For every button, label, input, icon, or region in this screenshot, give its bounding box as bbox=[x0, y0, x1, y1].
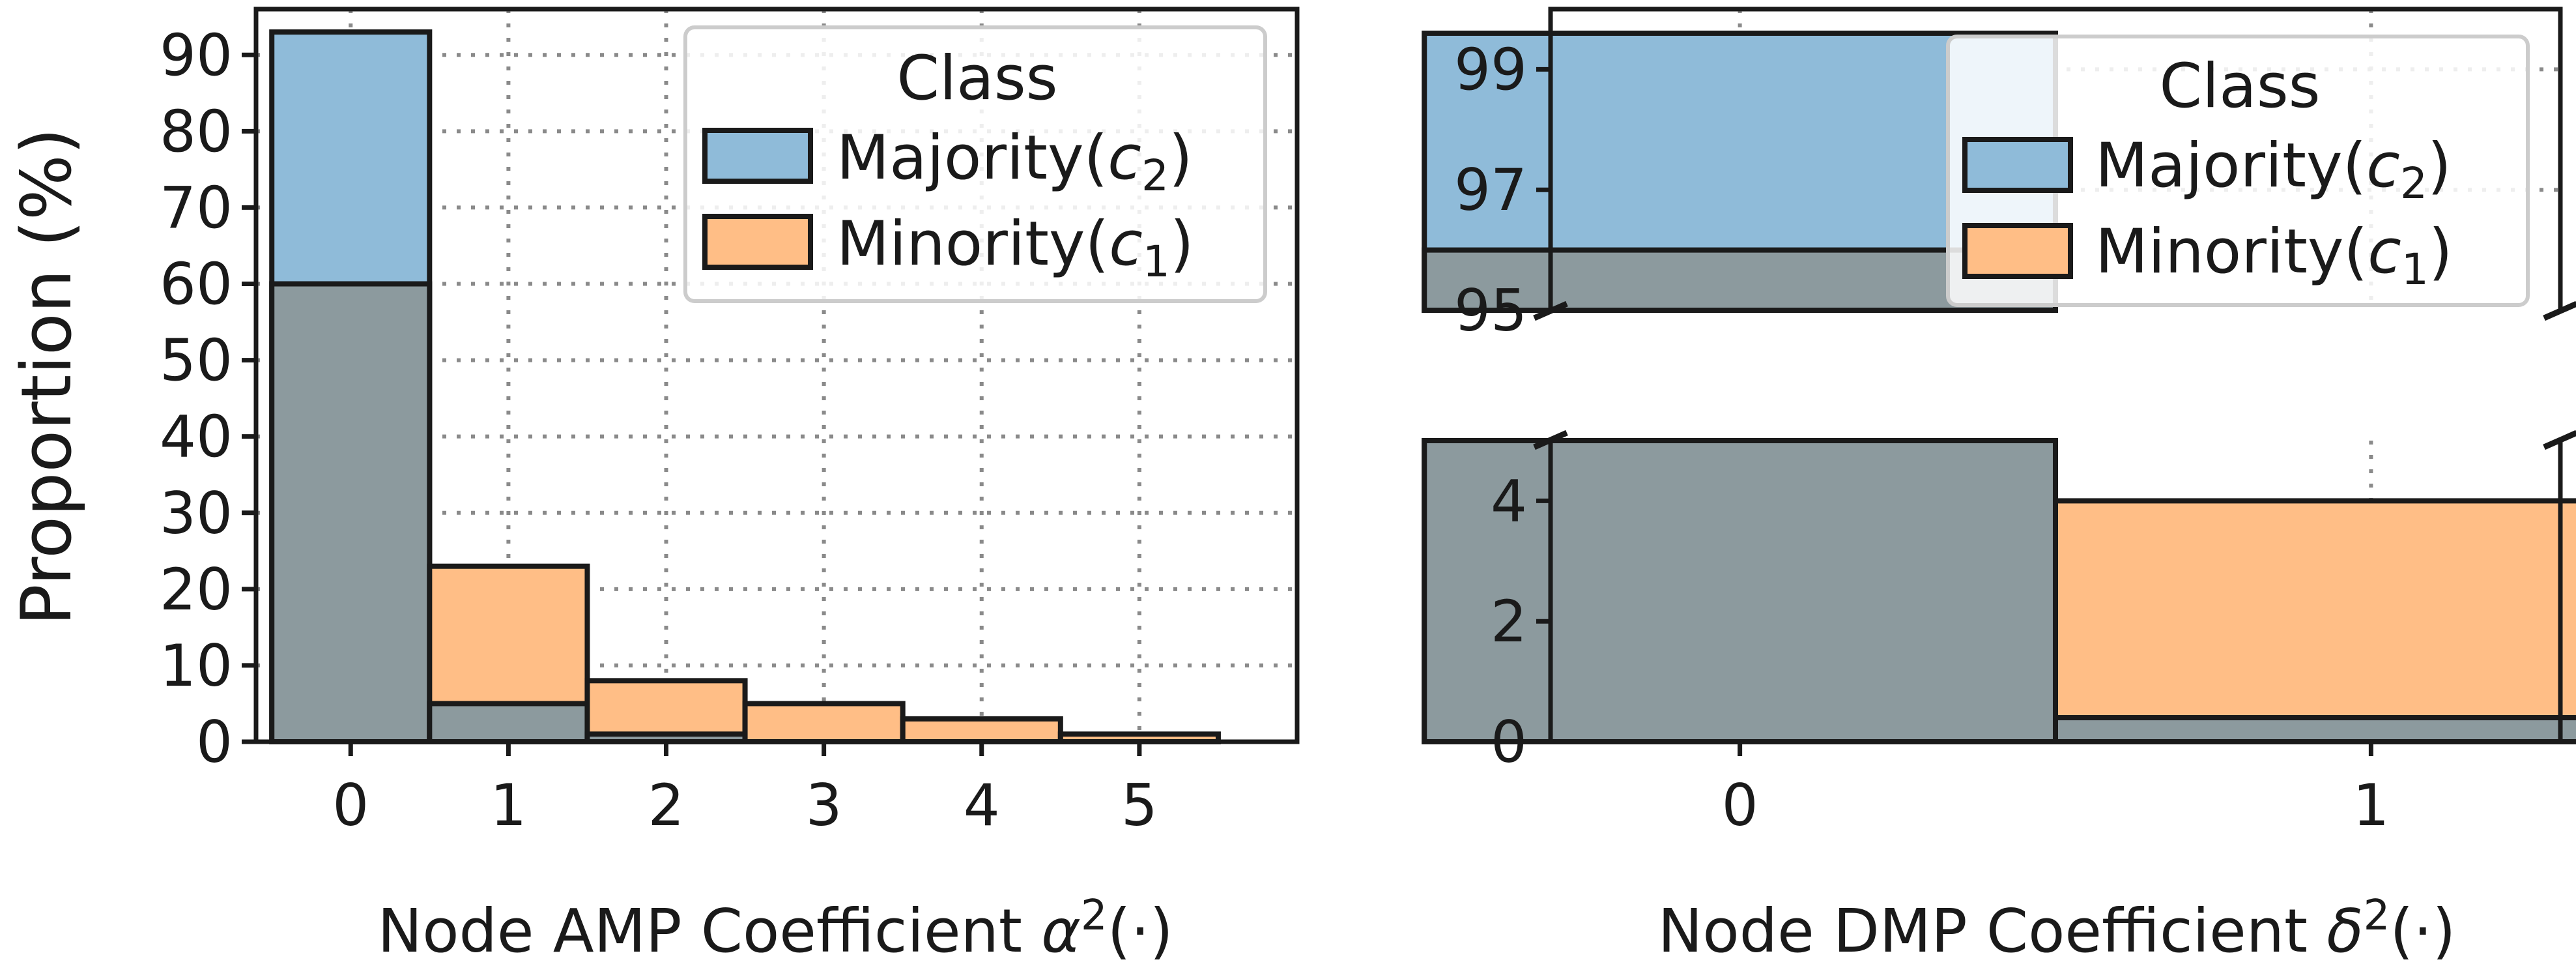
right-legend-label-minority: Minority(c1) bbox=[2095, 216, 2453, 295]
left-x-axis-label: Node AMP Coefficient α2(·) bbox=[377, 892, 1173, 966]
right-ytick-label-97: 97 bbox=[1454, 156, 1527, 224]
left-legend-label-majority: Majority(c2) bbox=[837, 123, 1193, 201]
left-legend-swatch-minority bbox=[702, 214, 813, 270]
left-bar-overlap-0 bbox=[269, 281, 433, 744]
left-legend: Class Majority(c2) Minority(c1) bbox=[683, 25, 1267, 303]
right-y-ticks: 95 97 99 0 2 4 bbox=[1454, 36, 1551, 776]
left-x-ticks: 0 1 2 3 4 5 bbox=[332, 742, 1158, 839]
left-ytick-label-10: 10 bbox=[160, 632, 233, 699]
right-ytick-label-0: 0 bbox=[1491, 709, 1527, 776]
left-xtick-label-0: 0 bbox=[332, 772, 369, 839]
left-ytick-label-0: 0 bbox=[196, 709, 233, 776]
left-ytick-label-20: 20 bbox=[160, 556, 233, 623]
left-bar-overlap-1 bbox=[427, 701, 590, 745]
left-xtick-label-3: 3 bbox=[806, 772, 842, 839]
right-bars bbox=[1422, 30, 2576, 745]
left-legend-swatch-majority bbox=[702, 128, 813, 184]
left-bar-minority-3 bbox=[742, 701, 906, 745]
right-ytick-label-99: 99 bbox=[1454, 36, 1527, 103]
left-legend-box bbox=[683, 25, 1267, 303]
right-x-axis-label: Node DMP Coefficient δ2(·) bbox=[1658, 892, 2456, 966]
left-legend-title: Class bbox=[896, 43, 1057, 114]
left-legend-label-minority: Minority(c1) bbox=[837, 209, 1194, 287]
right-xtick-label-1: 1 bbox=[2353, 772, 2389, 839]
left-chart: 0 10 20 30 40 50 60 70 80 90 0 1 2 3 4 5 Proportion (%… bbox=[7, 7, 1300, 966]
left-plot-frame bbox=[253, 7, 1300, 744]
right-legend-swatch-majority bbox=[1962, 137, 2073, 193]
left-y-axis-label: Proportion (%) bbox=[7, 128, 87, 626]
left-ytick-label-60: 60 bbox=[160, 251, 233, 318]
left-bar-minority-4 bbox=[900, 716, 1063, 744]
left-ytick-label-50: 50 bbox=[160, 327, 233, 394]
right-upper-frame bbox=[1548, 7, 2563, 310]
right-xtick-label-0: 0 bbox=[1722, 772, 1758, 839]
left-xtick-label-5: 5 bbox=[1121, 772, 1158, 839]
right-legend-title: Class bbox=[2159, 51, 2320, 122]
left-xtick-label-1: 1 bbox=[490, 772, 526, 839]
right-bar-lower-overlap-1 bbox=[2053, 715, 2576, 745]
left-ytick-label-40: 40 bbox=[160, 403, 233, 471]
right-ytick-label-95: 95 bbox=[1454, 277, 1527, 344]
left-xtick-label-4: 4 bbox=[964, 772, 1000, 839]
left-y-ticks: 0 10 20 30 40 50 60 70 80 90 bbox=[160, 22, 256, 776]
right-lower-frame bbox=[1548, 441, 2563, 744]
left-bars bbox=[269, 29, 1221, 745]
right-legend-box bbox=[1946, 35, 2530, 307]
right-legend-label-majority: Majority(c2) bbox=[2095, 130, 2452, 209]
left-ytick-label-70: 70 bbox=[160, 174, 233, 241]
right-ytick-label-2: 2 bbox=[1491, 588, 1527, 655]
right-legend-swatch-minority bbox=[1962, 223, 2073, 279]
right-ytick-label-4: 4 bbox=[1491, 467, 1527, 534]
axis-break-marks bbox=[1533, 300, 2576, 450]
left-ytick-label-80: 80 bbox=[160, 98, 233, 165]
right-bar-lower-minority-1 bbox=[2053, 498, 2576, 745]
left-ytick-label-30: 30 bbox=[160, 480, 233, 547]
left-ytick-label-90: 90 bbox=[160, 22, 233, 89]
right-legend: Class Majority(c2) Minority(c1) bbox=[1946, 35, 2530, 307]
left-xtick-label-2: 2 bbox=[648, 772, 685, 839]
right-bar-lower-overlap-0 bbox=[1422, 438, 2058, 744]
